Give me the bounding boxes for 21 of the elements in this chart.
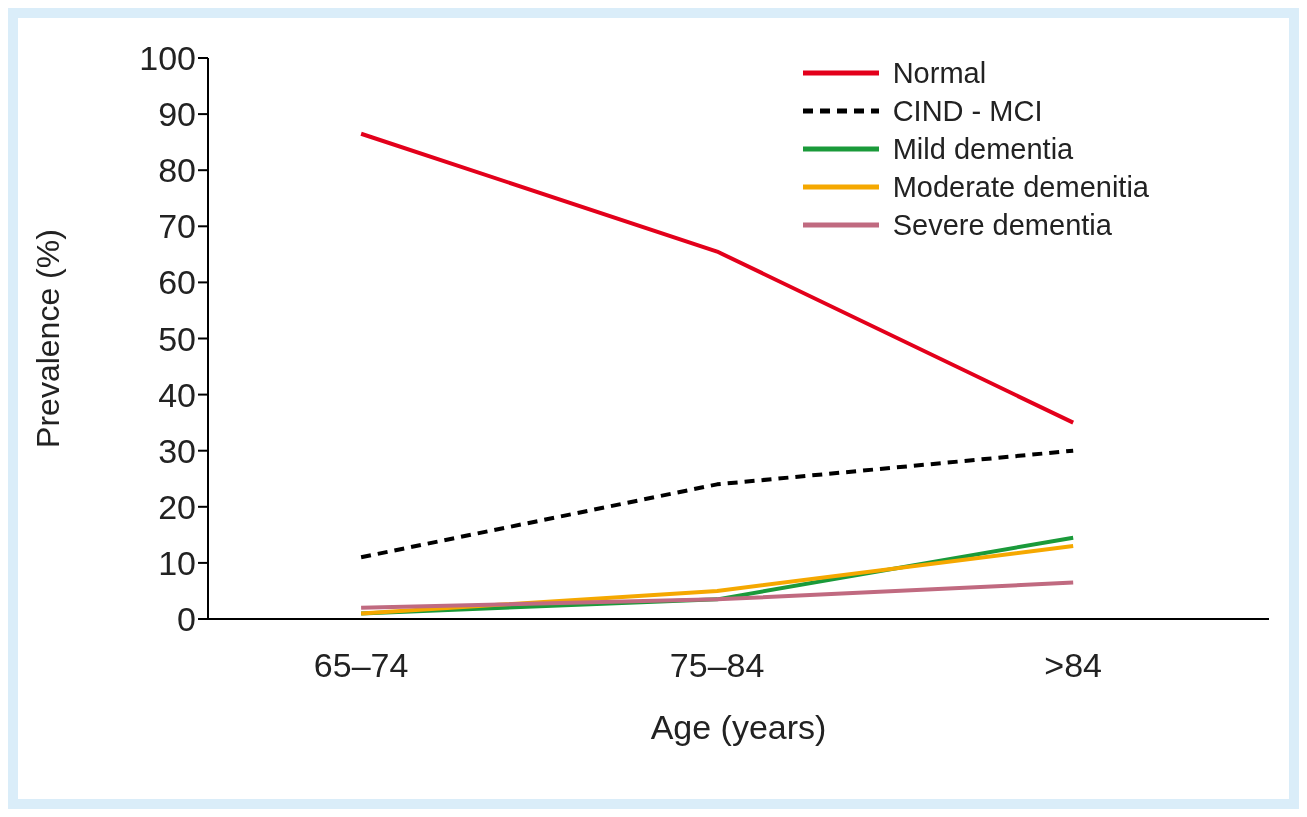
y-tick-label: 30	[158, 431, 196, 470]
y-tick-label: 70	[158, 207, 196, 246]
y-tick-label: 40	[158, 375, 196, 414]
y-tick-label: 0	[177, 600, 196, 639]
y-tick-label: 100	[139, 39, 196, 78]
y-tick-label: 80	[158, 151, 196, 190]
legend-label: Severe dementia	[892, 208, 1112, 242]
y-tick-label: 20	[158, 487, 196, 526]
y-tick-label: 90	[158, 95, 196, 134]
legend-label: Moderate demenitia	[892, 170, 1149, 204]
legend-label: Mild dementia	[892, 132, 1074, 166]
legend-label: Normal	[892, 56, 987, 90]
x-tick-label: >84	[1044, 646, 1103, 685]
legend-label: CIND - MCI	[892, 94, 1043, 128]
y-axis-title: Prevalence (%)	[30, 229, 67, 448]
y-tick-label: 60	[158, 263, 196, 302]
x-tick-label: 75–84	[669, 646, 765, 685]
x-axis-title: Age (years)	[650, 708, 827, 746]
y-tick-label: 10	[158, 543, 196, 582]
y-tick-label: 50	[158, 319, 196, 358]
x-tick-label: 65–74	[313, 646, 409, 685]
